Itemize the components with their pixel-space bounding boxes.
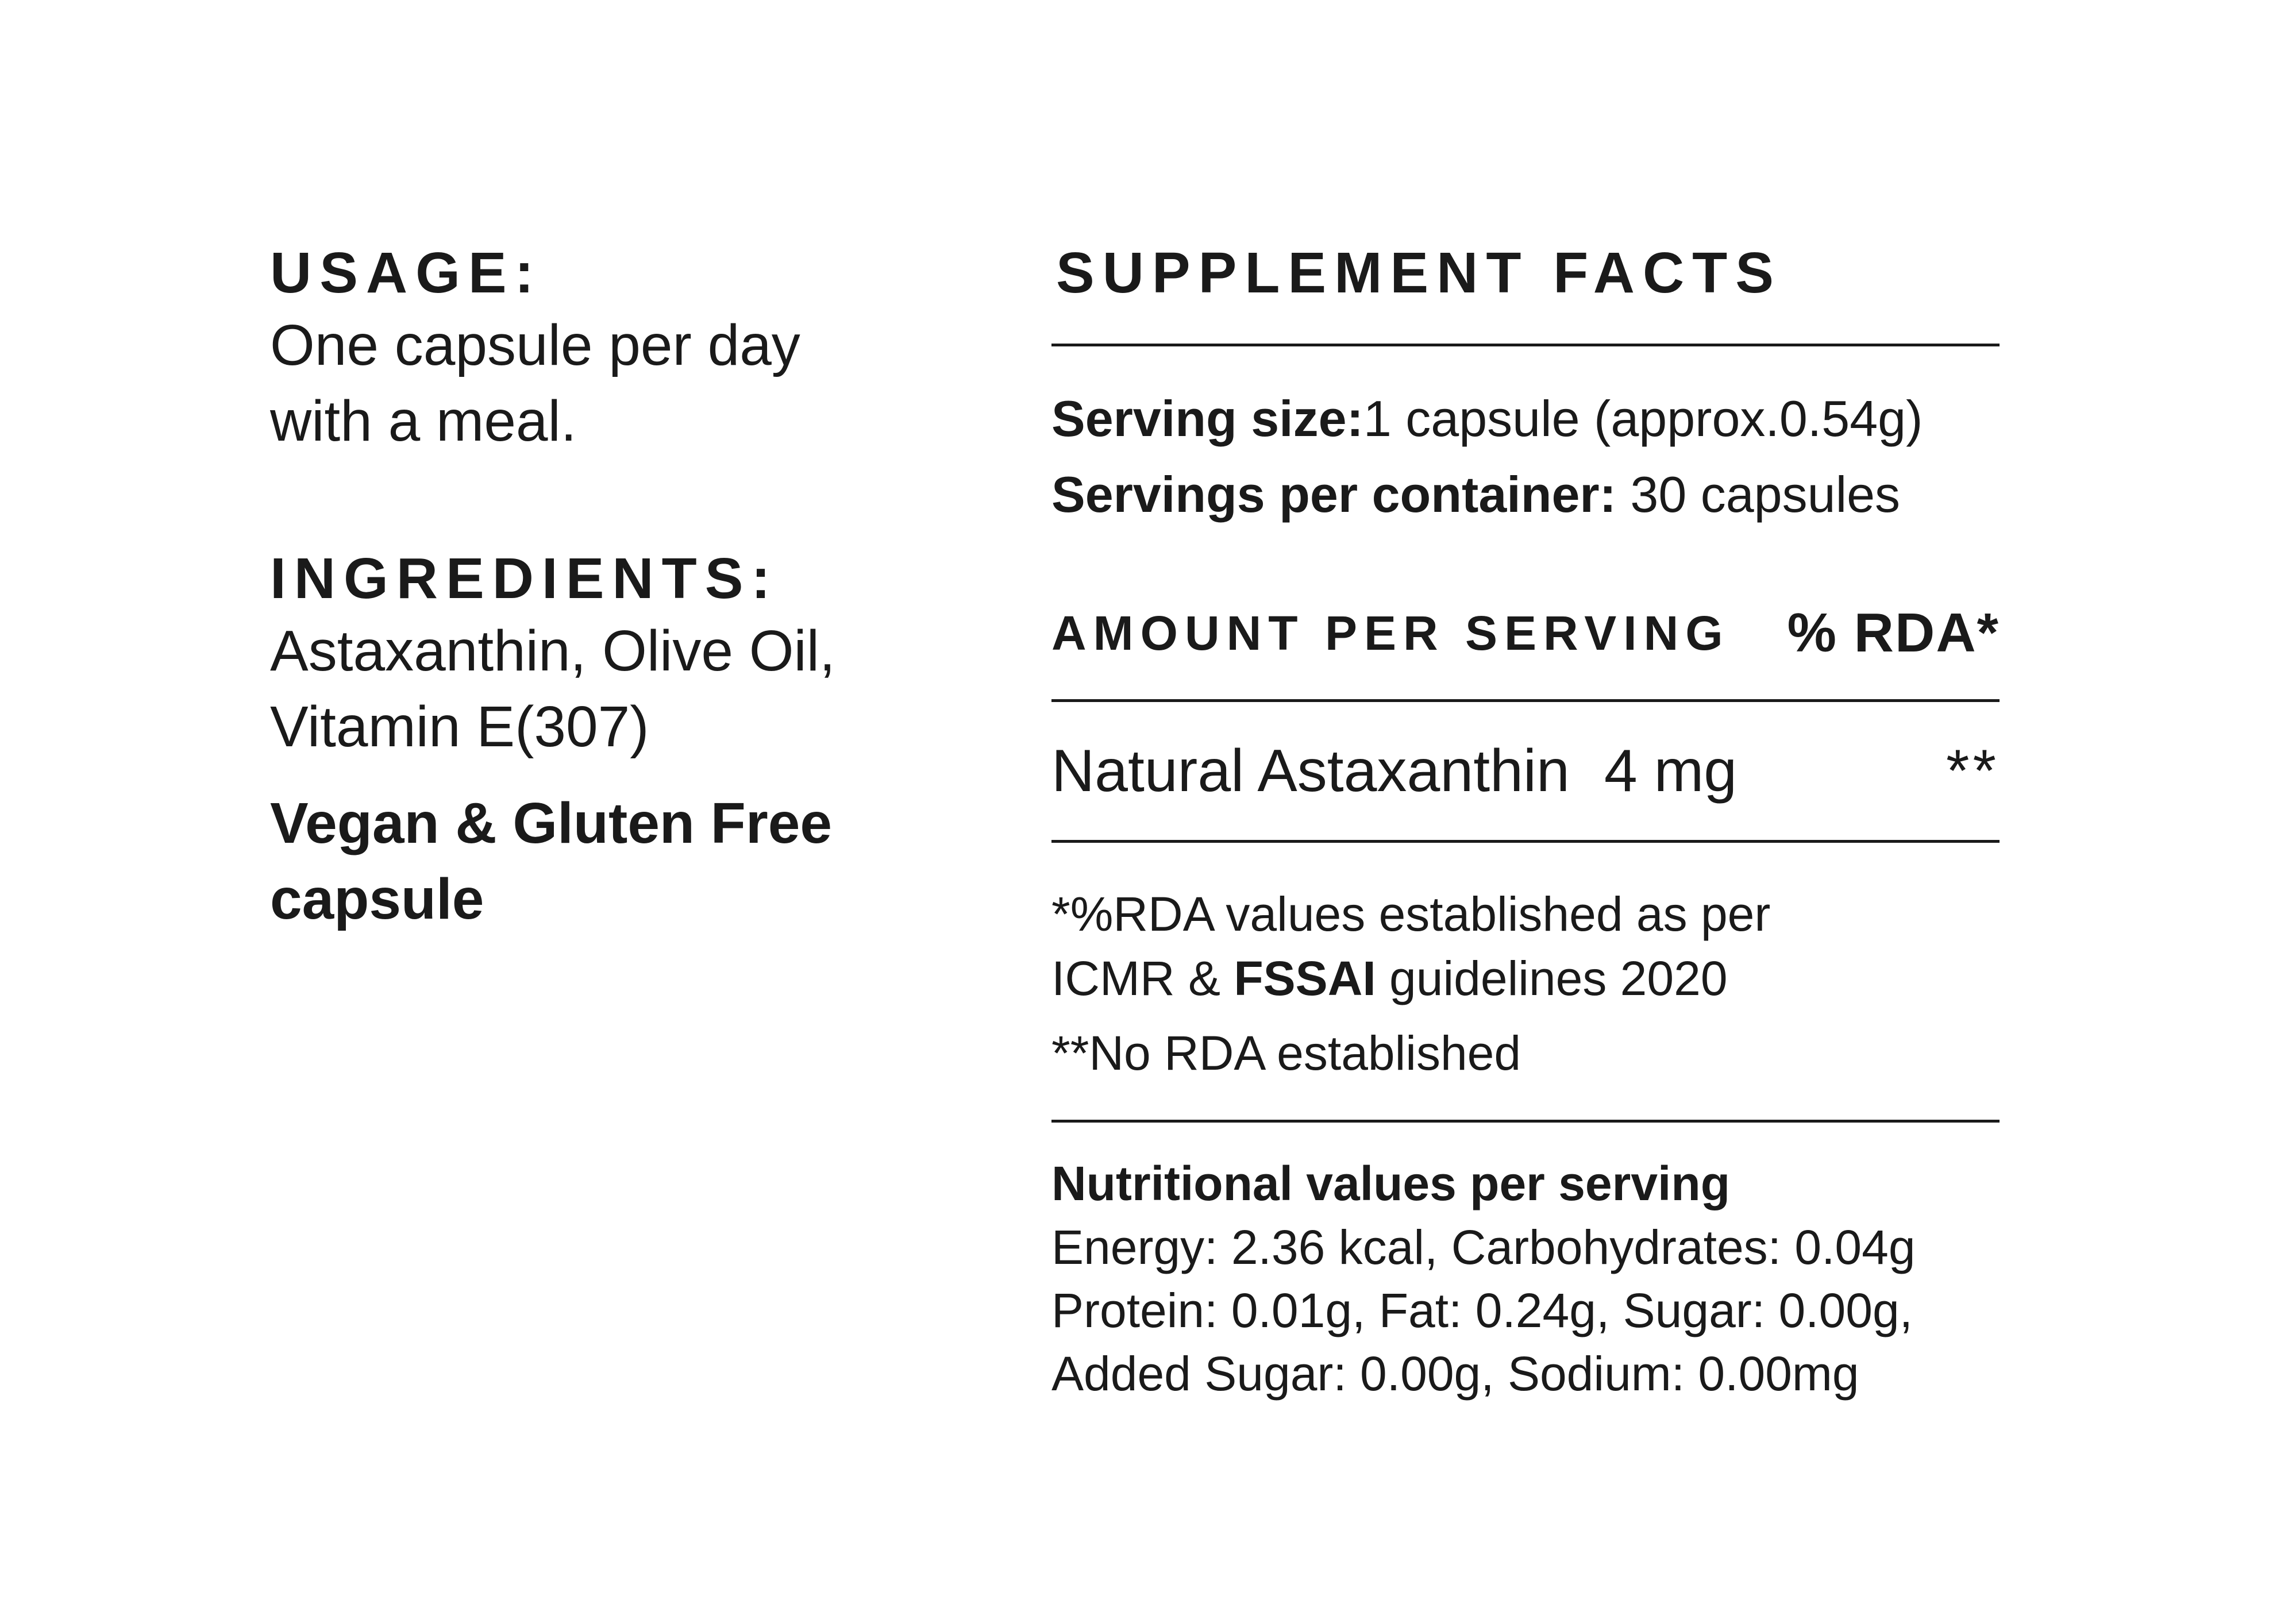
amount-header-row: AMOUNT PER SERVING % RDA* (1051, 602, 2000, 665)
nutrient-row: Natural Astaxanthin 4 mg ** (1051, 702, 2000, 840)
usage-text-line2: with a meal. (270, 389, 577, 453)
divider (1051, 699, 2000, 702)
vegan-line1: Vegan & Gluten Free (270, 791, 833, 855)
vegan-line2: capsule (270, 867, 484, 931)
servings-per-container-value: 30 capsules (1630, 466, 1901, 523)
rda-note-line1: *%RDA values established as per (1051, 887, 1771, 941)
serving-size-value: 1 capsule (approx.0.54g) (1363, 390, 1923, 447)
ingredients-heading: INGREDIENTS: (270, 546, 779, 611)
serving-size-label: Serving size: (1051, 390, 1363, 447)
rda-note-post: guidelines 2020 (1376, 951, 1728, 1005)
servings-per-container-line: Servings per container: 30 capsules (1051, 457, 2000, 533)
left-column: USAGE: One capsule per day with a meal. … (270, 238, 960, 937)
servings-per-container-label: Servings per container: (1051, 466, 1616, 523)
rda-notes: *%RDA values established as per ICMR & F… (1051, 882, 2000, 1085)
nutrition-title: Nutritional values per serving (1051, 1156, 1731, 1210)
nutrient-name: Natural Astaxanthin (1051, 738, 1570, 804)
amount-per-serving-label: AMOUNT PER SERVING (1051, 606, 1730, 660)
nutrient-amount: 4 mg (1604, 738, 1738, 804)
rda-label: % RDA* (1787, 602, 2000, 664)
serving-size-line: Serving size:1 capsule (approx.0.54g) (1051, 381, 2000, 457)
no-rda-note: **No RDA established (1051, 1026, 1521, 1080)
supplement-facts-title: SUPPLEMENT FACTS (1056, 241, 1782, 305)
rda-note-line2: ICMR & FSSAI guidelines 2020 (1051, 946, 2000, 1011)
supplement-facts-panel: SUPPLEMENT FACTS Serving size:1 capsule … (1051, 238, 2000, 1405)
divider (1051, 840, 2000, 843)
nutrition-line1: Energy: 2.36 kcal, Carbohydrates: 0.04g (1051, 1220, 1916, 1274)
divider (1051, 1120, 2000, 1123)
usage-text-line1: One capsule per day (270, 313, 800, 377)
ingredients-text-line1: Astaxanthin, Olive Oil, (270, 619, 835, 683)
divider (1051, 344, 2000, 346)
nutrition-line3: Added Sugar: 0.00g, Sodium: 0.00mg (1051, 1347, 1859, 1401)
rda-note-pre: ICMR & (1051, 951, 1234, 1005)
rda-note-fssai: FSSAI (1234, 951, 1376, 1005)
nutrition-line2: Protein: 0.01g, Fat: 0.24g, Sugar: 0.00g… (1051, 1283, 1913, 1337)
nutrient-rda: ** (1946, 738, 2000, 804)
ingredients-text-line2: Vitamin E(307) (270, 695, 649, 759)
nutrient-cell: Natural Astaxanthin 4 mg (1051, 737, 1737, 805)
nutrition-block: Nutritional values per serving Energy: 2… (1051, 1151, 2000, 1405)
serving-info: Serving size:1 capsule (approx.0.54g) Se… (1051, 381, 2000, 533)
usage-heading: USAGE: (270, 241, 542, 305)
